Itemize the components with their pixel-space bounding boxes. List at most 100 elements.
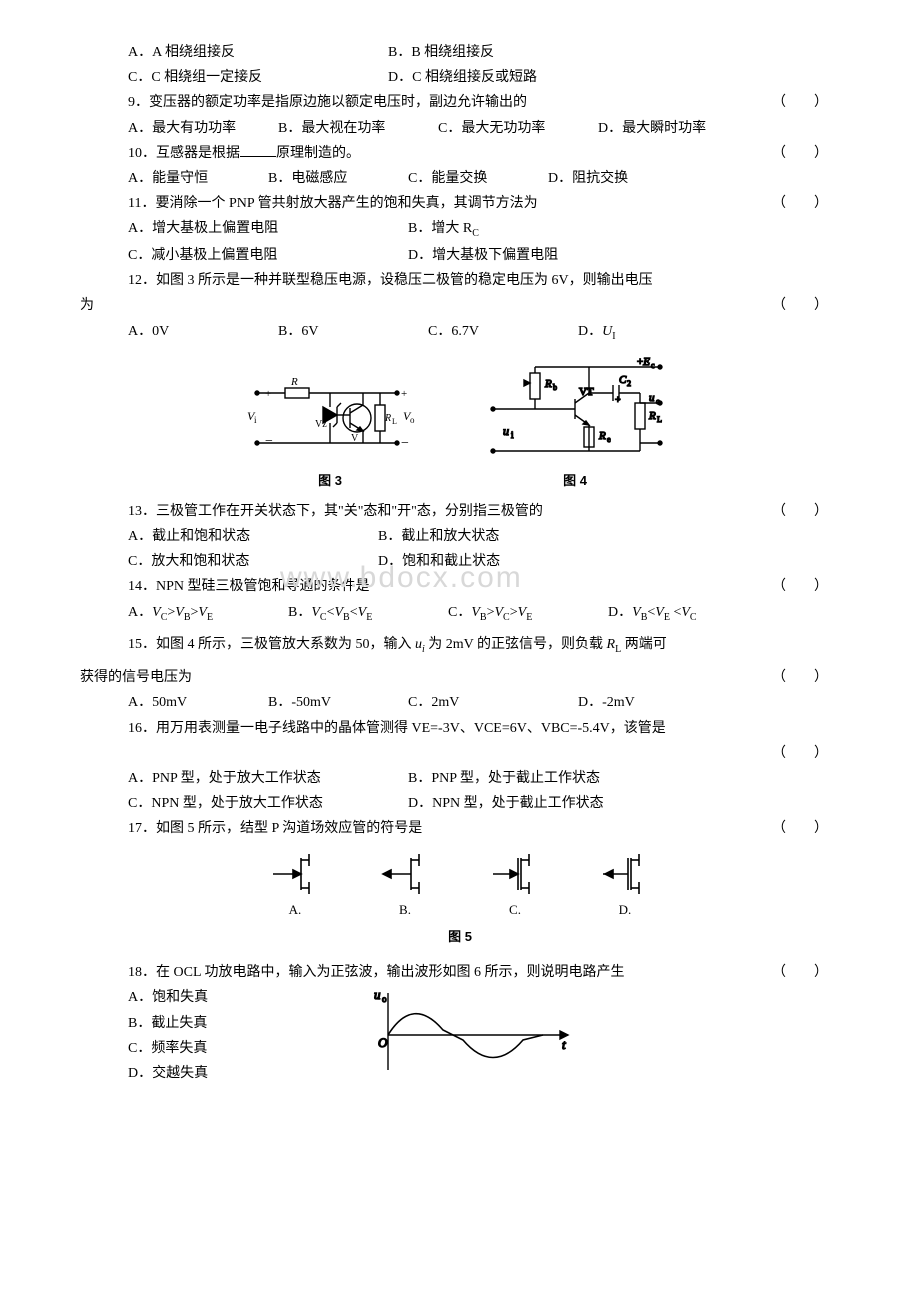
q15-s1-end: 两端可 — [621, 637, 667, 652]
q13-opt-a: A．截止和饱和状态 — [128, 524, 378, 549]
q13-stem: 13．三极管工作在开关状态下，其"关"态和"开"态，分别指三极管的 （ ） — [80, 499, 840, 524]
q9-paren: （ ） — [772, 90, 828, 115]
q14-opt-a: A．VC>VB>VE — [128, 600, 288, 627]
svg-text:+: + — [615, 395, 621, 406]
svg-text:o: o — [410, 415, 415, 425]
fig5-c-label: C. — [509, 898, 521, 921]
figure-4-svg: +Ec Rb VT + C2 — [475, 355, 675, 465]
q10-opt-b: B．电磁感应 — [268, 166, 408, 191]
q14-opt-b: B．VC<VB<VE — [288, 600, 448, 627]
q12-opts: A．0V B．6V C．6.7V D．UI — [80, 319, 840, 346]
q18-paren: （ ） — [772, 960, 828, 985]
svg-text:R: R — [290, 376, 298, 388]
q8-opt-a: A．A 相绕组接反 — [128, 40, 388, 65]
q17-stem: 17．如图 5 所示，结型 P 沟道场效应管的符号是 （ ） — [80, 816, 840, 841]
q10-opt-c: C．能量交换 — [408, 166, 548, 191]
q10-stem-pre: 10．互感器是根据 — [128, 146, 240, 161]
svg-text:i: i — [254, 415, 257, 425]
svg-text:o: o — [382, 994, 387, 1004]
figure-5-label: 图 5 — [80, 925, 840, 948]
q17-stem-text: 17．如图 5 所示，结型 P 沟道场效应管的符号是 — [128, 821, 422, 836]
fig5-d-label: D. — [619, 898, 632, 921]
q13-row2: www.bdocx.com C．放大和饱和状态 D．饱和和截止状态 — [80, 549, 840, 574]
fig5-c-svg — [485, 852, 545, 896]
q16-paren: （ ） — [772, 741, 828, 766]
q11-opt-b: B．增大 RC — [408, 216, 479, 243]
q12-stem2-text: 为 — [80, 298, 94, 313]
svg-text:+E: +E — [637, 356, 650, 368]
q10-blank — [240, 142, 276, 157]
svg-text:V: V — [351, 433, 359, 444]
q15-s1-var2: R — [607, 637, 616, 652]
q18-body: A．饱和失真 B．截止失真 C．频率失真 D．交越失真 uo O t — [80, 985, 840, 1086]
q9-opt-d: D．最大瞬时功率 — [598, 116, 706, 141]
q12-opt-b: B．6V — [278, 319, 428, 346]
fig5-a-svg — [265, 852, 325, 896]
svg-text:c: c — [651, 361, 655, 370]
svg-text:−: − — [265, 434, 273, 449]
svg-text:R: R — [544, 378, 552, 390]
figure-4-label: 图 4 — [563, 469, 587, 492]
q11-opt-a: A．增大基极上偏置电阻 — [128, 216, 408, 243]
q11-stem: 11．要消除一个 PNP 管共射放大器产生的饱和失真，其调节方法为 （ ） — [80, 191, 840, 216]
svg-text:i: i — [511, 430, 514, 440]
q18-stem-text: 18．在 OCL 功放电路中，输入为正弦波，输出波形如图 6 所示，则说明电路产… — [128, 965, 624, 980]
figure-3: Vi + − R Vz V RL Vo + − 图 3 — [245, 365, 415, 492]
figure-3-svg: Vi + − R Vz V RL Vo + − — [245, 365, 415, 465]
figures-3-4: Vi + − R Vz V RL Vo + − 图 3 +Ec — [80, 355, 840, 492]
svg-text:−: − — [401, 436, 409, 451]
q10-stem-post: 原理制造的。 — [276, 146, 360, 161]
svg-text:VT: VT — [579, 386, 594, 398]
q11-opt-c: C．减小基极上偏置电阻 — [128, 243, 408, 268]
svg-text:2: 2 — [627, 379, 631, 388]
svg-text:u: u — [649, 392, 655, 404]
q10-opts: A．能量守恒 B．电磁感应 C．能量交换 D．阻抗交换 — [80, 166, 840, 191]
q8-row1: A．A 相绕组接反 B．B 相绕组接反 — [80, 40, 840, 65]
q14-opts: A．VC>VB>VE B．VC<VB<VE C．VB>VC>VE D．VB<VE… — [80, 600, 840, 627]
q18-opt-b: B．截止失真 — [128, 1011, 368, 1036]
q8-opt-d: D．C 相绕组接反或短路 — [388, 65, 537, 90]
svg-text:u: u — [503, 424, 509, 438]
q12-paren: （ ） — [772, 293, 828, 318]
q18-opt-c: C．频率失真 — [128, 1036, 368, 1061]
q16-opt-c: C．NPN 型，处于放大工作状态 — [128, 791, 408, 816]
fig5-d-svg — [595, 852, 655, 896]
q11-b-pre: B．增大 R — [408, 221, 472, 236]
q9-opts: A．最大有功功率 B．最大视在功率 C．最大无功功率 D．最大瞬时功率 — [80, 116, 840, 141]
q14-paren: （ ） — [772, 574, 828, 599]
svg-text:u: u — [374, 987, 381, 1002]
q16-row1: A．PNP 型，处于放大工作状态 B．PNP 型，处于截止工作状态 — [80, 766, 840, 791]
q15-opt-d: D．-2mV — [578, 690, 635, 715]
q11-opt-d: D．增大基极下偏置电阻 — [408, 243, 558, 268]
q13-stem-text: 13．三极管工作在开关状态下，其"关"态和"开"态，分别指三极管的 — [128, 504, 543, 519]
q18-opt-d: D．交越失真 — [128, 1061, 368, 1086]
q13-paren: （ ） — [772, 499, 828, 524]
fig5-b-svg — [375, 852, 435, 896]
svg-text:e: e — [607, 435, 611, 444]
svg-text:Vz: Vz — [315, 419, 327, 430]
q9-stem: 9．变压器的额定功率是指原边施以额定电压时，副边允许输出的 （ ） — [80, 90, 840, 115]
q16-stem: 16．用万用表测量一电子线路中的晶体管测得 VE=-3V、VCE=6V、VBC=… — [80, 716, 840, 741]
figure-3-label: 图 3 — [318, 469, 342, 492]
q11-b-sub: C — [472, 228, 479, 239]
q14-opt-d: D．VB<VE <VC — [608, 600, 697, 627]
q11-row2: C．减小基极上偏置电阻 D．增大基极下偏置电阻 — [80, 243, 840, 268]
q16-paren-row: （ ） — [80, 741, 840, 766]
svg-text:t: t — [562, 1037, 566, 1052]
svg-text:b: b — [553, 383, 557, 392]
svg-text:R: R — [598, 430, 606, 442]
q9-opt-c: C．最大无功功率 — [438, 116, 598, 141]
q15-s1-var: u — [415, 637, 422, 652]
q16-row2: C．NPN 型，处于放大工作状态 D．NPN 型，处于截止工作状态 — [80, 791, 840, 816]
svg-text:R: R — [384, 413, 391, 424]
q13-opt-d: D．饱和和截止状态 — [378, 549, 500, 574]
q18-stem: 18．在 OCL 功放电路中，输入为正弦波，输出波形如图 6 所示，则说明电路产… — [80, 960, 840, 985]
q8-opt-b: B．B 相绕组接反 — [388, 40, 494, 65]
figure-4: +Ec Rb VT + C2 — [475, 355, 675, 492]
q15-opts: A．50mV B．-50mV C．2mV D．-2mV — [80, 690, 840, 715]
q13-opt-b: B．截止和放大状态 — [378, 524, 499, 549]
q12-stem1: 12．如图 3 所示是一种并联型稳压电源，设稳压二极管的稳定电压为 6V，则输出… — [80, 268, 840, 293]
svg-text:L: L — [657, 415, 662, 424]
q15-stem1: 15．如图 4 所示，三极管放大系数为 50，输入 ui 为 2mV 的正弦信号… — [80, 632, 840, 659]
svg-text:C: C — [619, 374, 627, 386]
